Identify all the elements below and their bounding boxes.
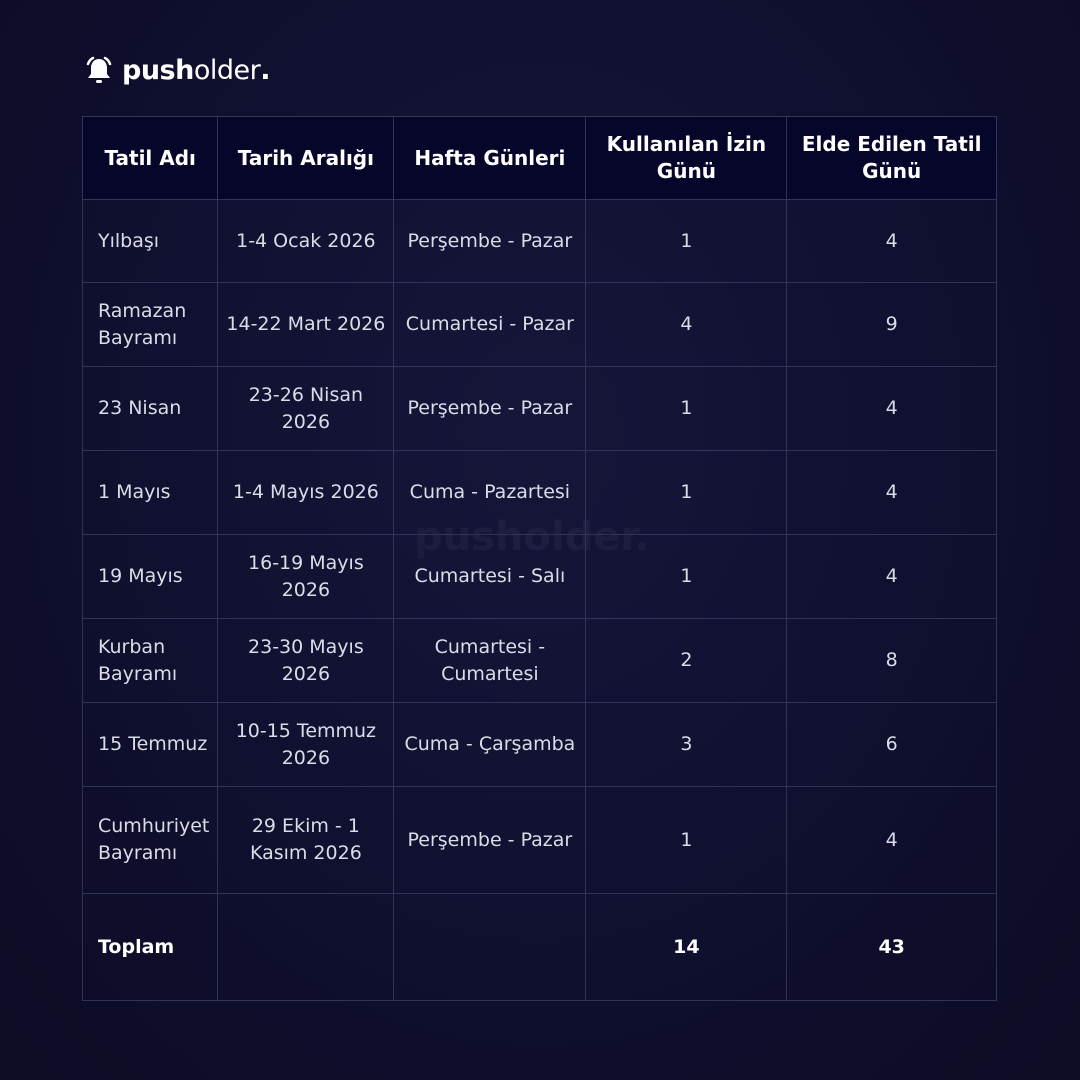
cell-date-range: 10-15 Temmuz 2026 xyxy=(217,702,395,787)
table-row: Cumhuriyet Bayramı 29 Ekim - 1 Kasım 2026… xyxy=(81,786,997,894)
header-holiday-name: Tatil Adı xyxy=(81,116,219,200)
total-row: Toplam 14 43 xyxy=(81,893,997,1001)
cell-holiday-name: 19 Mayıs xyxy=(81,534,219,619)
cell-date-range: 14-22 Mart 2026 xyxy=(217,282,395,367)
cell-weekdays: Cumartesi - Salı xyxy=(393,534,587,619)
table-row: 1 Mayıs 1-4 Mayıs 2026 Cuma - Pazartesi 1 4 xyxy=(81,450,997,535)
table-row: Yılbaşı 1-4 Ocak 2026 Perşembe - Pazar 1 4 xyxy=(81,199,997,283)
cell-weekdays: Perşembe - Pazar xyxy=(393,786,587,894)
cell-leave-days: 1 xyxy=(585,786,788,894)
cell-weekdays: Cuma - Çarşamba xyxy=(393,702,587,787)
cell-holiday-days: 4 xyxy=(786,199,997,283)
cell-leave-days: 2 xyxy=(585,618,788,703)
cell-holiday-days: 9 xyxy=(786,282,997,367)
cell-holiday-days: 6 xyxy=(786,702,997,787)
brand-bold: push xyxy=(122,54,194,86)
cell-weekdays: Perşembe - Pazar xyxy=(393,366,587,451)
cell-weekdays: Cuma - Pazartesi xyxy=(393,450,587,535)
cell-date-range: 29 Ekim - 1 Kasım 2026 xyxy=(217,786,395,894)
cell-leave-days: 1 xyxy=(585,199,788,283)
cell-holiday-name: 1 Mayıs xyxy=(81,450,219,535)
header-row: Tatil Adı Tarih Aralığı Hafta Günleri Ku… xyxy=(81,116,997,200)
total-label: Toplam xyxy=(81,893,219,1001)
total-leave-days: 14 xyxy=(585,893,788,1001)
bell-icon xyxy=(86,56,112,83)
cell-holiday-name: 15 Temmuz xyxy=(81,702,219,787)
cell-holiday-days: 8 xyxy=(786,618,997,703)
header-leave-days: Kullanılan İzin Günü xyxy=(585,116,788,200)
cell-holiday-name: Kurban Bayramı xyxy=(81,618,219,703)
brand-logo: pusholder. xyxy=(84,54,270,86)
table-row: Ramazan Bayramı 14-22 Mart 2026 Cumartesi … xyxy=(81,282,997,367)
cell-date-range: 23-30 Mayıs 2026 xyxy=(217,618,395,703)
brand-light: older xyxy=(193,54,261,86)
cell-holiday-name: Cumhuriyet Bayramı xyxy=(81,786,219,894)
cell-holiday-name: Yılbaşı xyxy=(81,199,219,283)
table-row: Kurban Bayramı 23-30 Mayıs 2026 Cumartesi … xyxy=(81,618,997,703)
table-row: 23 Nisan 23-26 Nisan 2026 Perşembe - Pazar… xyxy=(81,366,997,451)
header-weekdays: Hafta Günleri xyxy=(393,116,587,200)
cell-date-range: 16-19 Mayıs 2026 xyxy=(217,534,395,619)
cell-leave-days: 4 xyxy=(585,282,788,367)
cell-leave-days: 1 xyxy=(585,366,788,451)
header-date-range: Tarih Aralığı xyxy=(217,116,395,200)
cell-holiday-days: 4 xyxy=(786,786,997,894)
cell-weekdays: Cumartesi - Cumartesi xyxy=(393,618,587,703)
table-row: 19 Mayıs 16-19 Mayıs 2026 Cumartesi - Salı… xyxy=(81,534,997,619)
cell-leave-days: 1 xyxy=(585,450,788,535)
cell-leave-days: 1 xyxy=(585,534,788,619)
brand-dot: . xyxy=(260,54,270,86)
cell-holiday-name: Ramazan Bayramı xyxy=(81,282,219,367)
cell-holiday-days: 4 xyxy=(786,534,997,619)
total-holiday-days: 43 xyxy=(786,893,997,1001)
cell-weekdays: Perşembe - Pazar xyxy=(393,199,587,283)
holiday-table: Tatil Adı Tarih Aralığı Hafta Günleri Ku… xyxy=(81,116,997,1001)
cell-date-range: 1-4 Mayıs 2026 xyxy=(217,450,395,535)
cell-holiday-days: 4 xyxy=(786,366,997,451)
cell-empty xyxy=(217,893,395,1001)
cell-weekdays: Cumartesi - Pazar xyxy=(393,282,587,367)
header-holiday-days: Elde Edilen Tatil Günü xyxy=(786,116,997,200)
cell-empty xyxy=(393,893,587,1001)
cell-date-range: 23-26 Nisan 2026 xyxy=(217,366,395,451)
cell-date-range: 1-4 Ocak 2026 xyxy=(217,199,395,283)
cell-holiday-name: 23 Nisan xyxy=(81,366,219,451)
cell-holiday-days: 4 xyxy=(786,450,997,535)
table-row: 15 Temmuz 10-15 Temmuz 2026 Cuma - Çarşamb… xyxy=(81,702,997,787)
cell-leave-days: 3 xyxy=(585,702,788,787)
